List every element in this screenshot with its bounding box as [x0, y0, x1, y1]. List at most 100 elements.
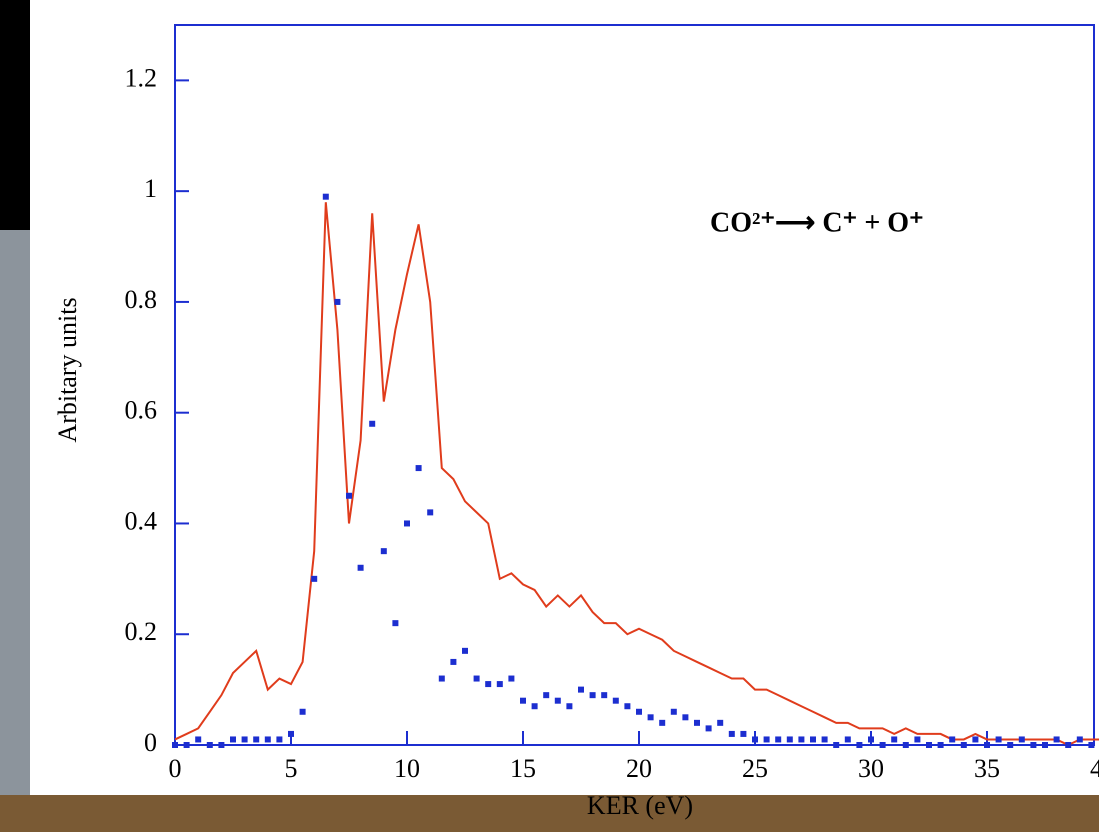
data-point	[717, 719, 724, 726]
y-tick-label: 0.2	[125, 617, 158, 646]
data-point	[798, 736, 805, 743]
data-point	[183, 742, 190, 748]
data-point	[775, 736, 782, 743]
data-point	[914, 736, 921, 743]
data-point	[1076, 736, 1083, 743]
y-tick-label: 0.4	[125, 506, 158, 535]
plot-frame	[174, 24, 1095, 746]
data-point	[1088, 742, 1095, 748]
data-point	[299, 708, 306, 715]
data-point	[264, 736, 271, 743]
data-point	[1042, 742, 1048, 748]
data-point	[172, 742, 178, 748]
data-point	[960, 742, 967, 748]
data-point	[415, 465, 422, 472]
data-point	[682, 714, 689, 721]
data-point	[670, 708, 677, 715]
data-point	[972, 736, 979, 743]
data-point	[624, 703, 631, 710]
data-point	[740, 730, 747, 737]
data-point	[380, 548, 387, 555]
data-point	[856, 742, 863, 748]
data-point	[786, 736, 793, 743]
data-point	[705, 725, 712, 732]
data-point	[844, 736, 851, 743]
data-point	[1065, 742, 1072, 748]
data-point	[601, 692, 608, 699]
data-point	[647, 714, 654, 721]
data-point	[821, 736, 828, 743]
y-tick-label: 1.2	[125, 63, 158, 92]
data-point	[438, 675, 445, 682]
data-point	[728, 730, 735, 737]
data-point	[1053, 736, 1060, 743]
data-point	[891, 736, 898, 743]
data-point	[369, 420, 376, 427]
data-point	[1030, 742, 1037, 748]
x-tick-label: 30	[858, 754, 884, 783]
x-tick-label: 35	[974, 754, 1000, 783]
plot-panel	[30, 0, 1099, 795]
data-point	[810, 736, 816, 743]
data-point	[763, 736, 770, 743]
data-point	[485, 681, 492, 688]
data-point	[543, 692, 550, 699]
x-tick-label: 10	[394, 754, 420, 783]
y-tick-label: 0	[144, 728, 157, 757]
data-point	[427, 509, 434, 516]
data-point	[392, 620, 399, 627]
data-point	[995, 736, 1002, 743]
data-point	[508, 675, 515, 682]
photo-edge	[0, 795, 1099, 832]
data-point	[578, 686, 584, 693]
data-point	[473, 675, 480, 682]
data-point	[496, 681, 503, 688]
data-point	[322, 193, 329, 200]
x-axis-label: KER (eV)	[587, 791, 693, 820]
data-point	[659, 719, 666, 726]
data-point	[357, 564, 364, 571]
data-point	[868, 736, 874, 743]
data-point	[984, 742, 990, 748]
data-point	[230, 736, 236, 743]
data-point	[520, 697, 526, 704]
x-tick-label: 5	[285, 754, 298, 783]
data-point	[926, 742, 932, 748]
data-point	[937, 742, 944, 748]
x-tick-label: 15	[510, 754, 536, 783]
data-point	[218, 742, 225, 748]
photo-edge	[0, 230, 30, 800]
data-point	[462, 647, 468, 654]
data-point	[694, 719, 700, 726]
data-point	[334, 298, 341, 305]
data-point	[404, 520, 410, 527]
data-point	[566, 703, 573, 710]
data-point	[752, 736, 758, 743]
data-point	[450, 658, 457, 665]
data-point	[636, 708, 642, 715]
data-point	[949, 736, 956, 743]
x-tick-label: 20	[626, 754, 652, 783]
series-line	[174, 202, 1099, 747]
data-point	[554, 697, 561, 704]
y-tick-label: 1	[144, 174, 157, 203]
data-point	[276, 736, 283, 743]
data-point	[311, 575, 318, 582]
data-point	[288, 730, 294, 737]
data-point	[346, 492, 352, 499]
y-axis-label: Arbitary units	[53, 297, 82, 442]
data-point	[531, 703, 538, 710]
y-tick-label: 0.8	[125, 285, 158, 314]
x-tick-label: 0	[169, 754, 182, 783]
data-point	[1007, 742, 1014, 748]
data-point	[1018, 736, 1025, 743]
x-tick-label: 40	[1090, 754, 1099, 783]
data-point	[612, 697, 619, 704]
data-point	[833, 742, 840, 748]
data-point	[902, 742, 909, 748]
data-point	[589, 692, 596, 699]
data-point	[241, 736, 248, 743]
y-tick-label: 0.6	[125, 396, 158, 425]
annotation: CO²⁺⟶ C⁺ + O⁺	[710, 207, 924, 238]
